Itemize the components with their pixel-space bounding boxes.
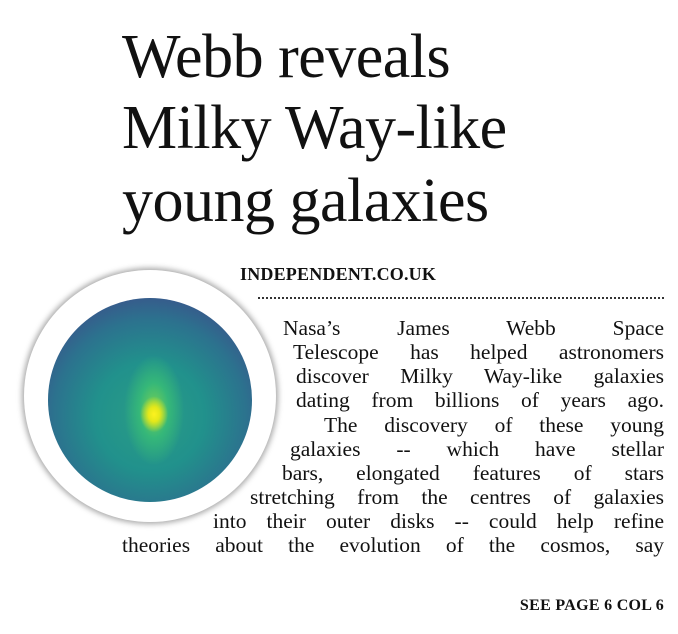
- body-line: The discovery of these young: [324, 413, 664, 437]
- galaxy-image: [48, 298, 252, 502]
- body-line: stretching from the centres of galaxies: [250, 485, 664, 509]
- headline-line-3: young galaxies: [122, 167, 489, 235]
- body-line: bars, elongated features of stars: [282, 461, 664, 485]
- continuation-link: SEE PAGE 6 COL 6: [519, 597, 664, 614]
- dotted-divider: [258, 297, 664, 299]
- body-line: dating from billions of years ago.: [296, 388, 664, 412]
- source-label: INDEPENDENT.CO.UK: [240, 264, 437, 284]
- body-line: Nasa’s James Webb Space: [283, 316, 664, 340]
- body-line: into their outer disks -- could help ref…: [213, 509, 664, 533]
- headline-line-2: Milky Way-like: [122, 94, 507, 162]
- body-line: galaxies -- which have stellar: [290, 437, 664, 461]
- body-line: Telescope has helped astronomers: [293, 340, 664, 364]
- body-line: discover Milky Way-like galaxies: [296, 364, 664, 388]
- headline-line-1: Webb reveals: [122, 23, 451, 91]
- body-line: theories about the evolution of the cosm…: [122, 533, 664, 557]
